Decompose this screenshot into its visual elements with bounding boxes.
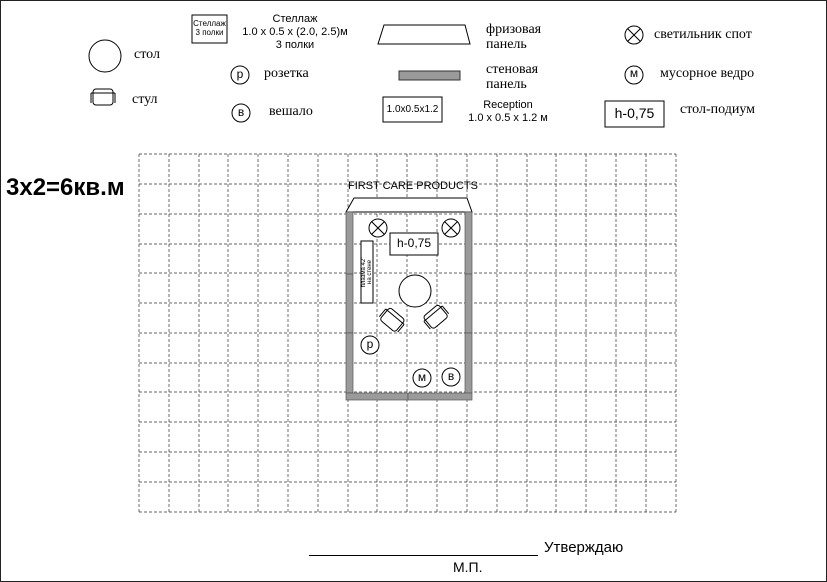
booth-hanger-icon bbox=[441, 367, 461, 387]
rack-box bbox=[191, 14, 228, 44]
floor-plan bbox=[138, 153, 677, 513]
booth-frieze-panel bbox=[345, 197, 473, 213]
legend-podium-label: стол-подиум bbox=[680, 102, 755, 117]
area-label: 3х2=6кв.м bbox=[6, 174, 125, 201]
hanger-symbol: в bbox=[237, 105, 245, 119]
booth-table bbox=[398, 274, 432, 308]
bin-icon bbox=[624, 65, 644, 85]
podium-box-text: h-0,75 bbox=[614, 105, 655, 121]
stamp-label: М.П. bbox=[453, 559, 483, 575]
booth-chair-left bbox=[378, 307, 405, 333]
fascia-text: FIRST CARE PRODUCTS bbox=[348, 180, 478, 192]
booth-podium-label: h-0,75 bbox=[396, 236, 432, 250]
legend-reception-label: Reception 1.0 x 0.5 x 1.2 м bbox=[468, 99, 548, 124]
approve-label: Утверждаю bbox=[544, 539, 624, 556]
socket-symbol: р bbox=[236, 67, 244, 81]
booth-socket-symbol: р bbox=[366, 337, 374, 351]
booth-bin-symbol: м bbox=[417, 370, 427, 384]
frieze-panel-icon bbox=[377, 24, 471, 45]
legend-hanger-label: вешало bbox=[269, 104, 313, 119]
booth-chair-right bbox=[423, 304, 450, 330]
podium-box bbox=[604, 100, 665, 128]
signature-line bbox=[309, 555, 538, 556]
chair-icon bbox=[90, 88, 116, 106]
plan-grid bbox=[138, 153, 677, 513]
legend-rack-label: Стеллаж 1.0 x 0.5 x (2.0, 2.5)м 3 полки bbox=[242, 13, 348, 51]
booth-spot-left-icon bbox=[368, 218, 388, 238]
wall-panel-icon bbox=[398, 70, 461, 81]
legend-spot-label: светильник спот bbox=[654, 27, 752, 42]
legend-chair-label: стул bbox=[132, 92, 158, 107]
spot-icon bbox=[624, 25, 644, 45]
legend-table-label: стол bbox=[134, 47, 160, 62]
legend-wall-label: стеновая панель bbox=[486, 62, 539, 92]
reception-box-text: 1.0x0.5x1.2 bbox=[386, 104, 439, 115]
reception-box bbox=[382, 96, 443, 123]
booth-hanger-symbol: в bbox=[447, 369, 455, 383]
rack-box-text: Стеллаж 3 полки bbox=[193, 19, 226, 37]
booth-spot-right-icon bbox=[441, 218, 461, 238]
table-icon bbox=[88, 39, 122, 73]
booth-walls bbox=[345, 211, 473, 401]
legend-frieze-label: фризовая панель bbox=[486, 22, 542, 52]
booth-plasma bbox=[360, 240, 374, 304]
legend-bin-label: мусорное ведро bbox=[660, 66, 755, 81]
booth-podium bbox=[389, 232, 439, 256]
booth-plasma-label: плазма 42" на стене bbox=[361, 256, 373, 288]
bin-symbol: м bbox=[629, 66, 639, 80]
legend-symbols bbox=[88, 14, 665, 128]
booth-bin-icon bbox=[412, 368, 432, 388]
hanger-icon bbox=[231, 103, 251, 123]
legend-socket-label: розетка bbox=[264, 66, 309, 81]
socket-icon bbox=[230, 65, 250, 85]
booth-socket-icon bbox=[360, 335, 380, 355]
